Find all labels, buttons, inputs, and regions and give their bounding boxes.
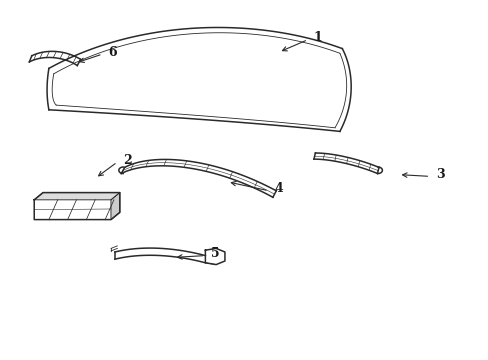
Text: 6: 6 — [108, 46, 117, 59]
Text: 3: 3 — [435, 168, 444, 181]
Text: 4: 4 — [274, 183, 283, 195]
Text: 5: 5 — [211, 247, 220, 260]
Polygon shape — [111, 193, 120, 220]
Text: 2: 2 — [123, 154, 132, 167]
Text: 1: 1 — [313, 31, 322, 44]
Polygon shape — [34, 193, 120, 200]
